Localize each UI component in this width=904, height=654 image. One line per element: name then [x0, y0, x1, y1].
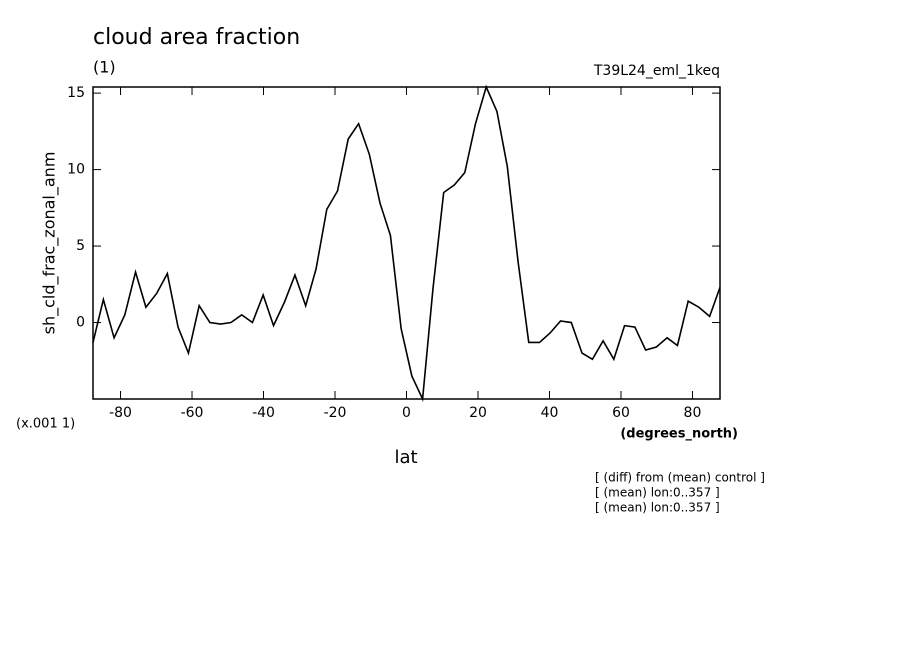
- run-label: T39L24_eml_1keq: [593, 63, 720, 79]
- x-tick-label: 60: [612, 405, 630, 421]
- x-tick-label: -40: [252, 405, 275, 421]
- y-axis-label: sh_cld_frac_zonal_anm: [40, 152, 60, 335]
- y-scale-label: (x.001 1): [16, 417, 75, 432]
- y-tick-label: 0: [76, 315, 85, 331]
- chart-title: cloud area fraction: [93, 25, 300, 50]
- subtitle: (1): [93, 58, 116, 77]
- y-tick-label: 15: [67, 85, 85, 101]
- x-tick-label: 80: [684, 405, 702, 421]
- x-tick-label: -60: [181, 405, 204, 421]
- note: [ (mean) lon:0..357 ]: [595, 501, 720, 515]
- x-tick-label: -80: [109, 405, 132, 421]
- note: [ (diff) from (mean) control ]: [595, 471, 765, 485]
- y-tick-label: 5: [76, 238, 85, 254]
- y-tick-label: 10: [67, 162, 85, 178]
- x-tick-label: 40: [541, 405, 559, 421]
- x-tick-label: 20: [469, 405, 487, 421]
- x-tick-label: 0: [402, 405, 411, 421]
- x-units-label: (degrees_north): [620, 427, 738, 442]
- note: [ (mean) lon:0..357 ]: [595, 486, 720, 500]
- x-axis-label: lat: [394, 447, 417, 468]
- x-tick-label: -20: [324, 405, 347, 421]
- data-line: [92, 84, 721, 403]
